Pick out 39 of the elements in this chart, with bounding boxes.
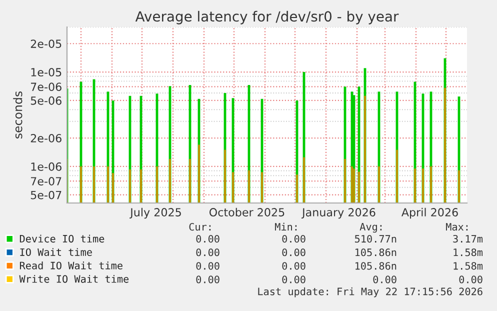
x-tick-label: July 2025	[130, 208, 181, 219]
text: 1.58m	[454, 248, 483, 256]
text: 0.00	[282, 262, 306, 270]
text: Cur:	[189, 222, 211, 231]
text: 0.00	[459, 276, 482, 284]
text: 0.00	[196, 248, 220, 256]
text: 0.00	[282, 248, 306, 256]
chart-title: Average latency for /dev/sr0 - by year	[135, 10, 399, 24]
y-tick-label: 2e-06	[30, 134, 62, 142]
x-tick-label: October 2025	[209, 208, 284, 216]
x-tick-label: April 2026	[401, 208, 458, 219]
y-tick-label: 7e-06	[30, 82, 62, 92]
text: Min:	[275, 222, 297, 230]
text: 0.00	[196, 262, 220, 270]
text: Avg:	[360, 223, 382, 233]
text: 0.00	[196, 276, 220, 284]
text: Max:	[446, 223, 468, 231]
y-tick-label: 1e-05	[31, 68, 62, 76]
legend-label: Write IO Wait time	[19, 274, 129, 283]
text: Last update: Fri May 22 17:15:56 2026	[258, 287, 482, 298]
y-tick-label: 2e-05	[30, 40, 62, 48]
text: 1.58m	[454, 262, 483, 270]
text: 0.00	[373, 276, 396, 284]
y-tick-label: 5e-06	[30, 96, 62, 105]
text: 0.00	[282, 234, 306, 243]
y-tick-label: 7e-07	[30, 177, 62, 186]
legend-label: IO Wait time	[20, 248, 92, 256]
x-tick-label: January 2026	[301, 208, 376, 219]
text: 0.00	[196, 234, 220, 243]
y-tick-label: 5e-07	[30, 190, 62, 200]
text: 510.77n	[354, 234, 396, 243]
y-axis-title: seconds	[13, 91, 22, 138]
y-tick-label: 1e-06	[31, 162, 62, 171]
text: 0.00	[282, 276, 306, 284]
text: 105.86n	[355, 262, 396, 270]
text: 105.86n	[355, 248, 396, 256]
legend-label: Read IO Wait time	[20, 262, 122, 270]
text: 3.17m	[453, 234, 483, 243]
legend-label: Device IO time	[20, 234, 104, 243]
